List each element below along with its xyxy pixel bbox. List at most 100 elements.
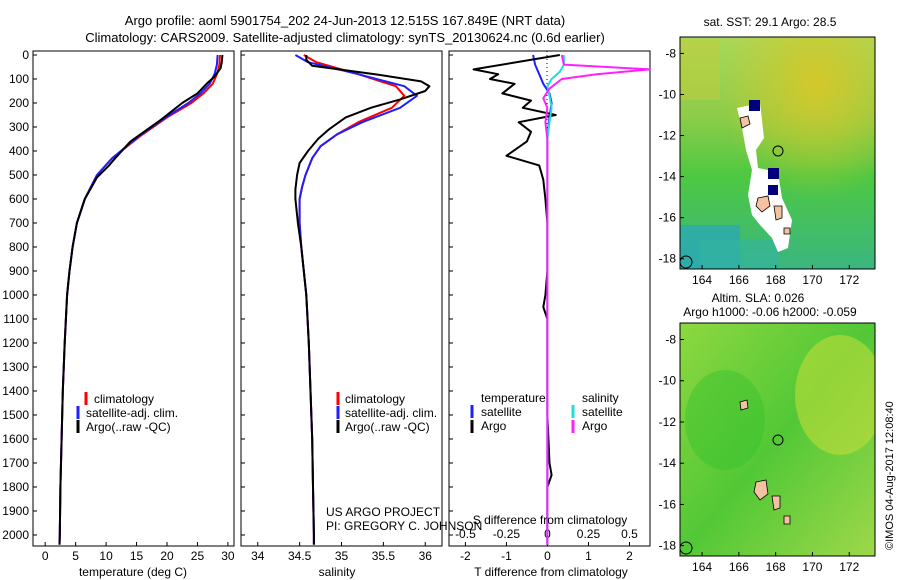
map-y-tick-label: -16 xyxy=(659,211,677,225)
depth-tick-label: 1400 xyxy=(2,384,29,398)
depth-tick-label: 1900 xyxy=(2,504,29,518)
sla-map-frame xyxy=(679,322,876,557)
depth-axis: 0 100 200 300 400 500 600 700 800 900 1000 1100 1200… xyxy=(2,48,453,542)
legend-label-argo: Argo(..raw -QC) xyxy=(86,420,171,434)
x-tick-label-s: 0.25 xyxy=(577,527,601,541)
depth-tick-label: 900 xyxy=(9,264,29,278)
legend-label-climatology: climatology xyxy=(345,392,405,406)
island xyxy=(783,227,791,235)
legend-label-argo: Argo(..raw -QC) xyxy=(345,420,430,434)
legend-label-s-argo: Argo xyxy=(582,419,608,433)
x-tick-label: 2 xyxy=(626,549,633,563)
series-line-salinity-argo xyxy=(542,54,651,545)
map-x-tick-label: 166 xyxy=(729,560,749,574)
sla-high-patch xyxy=(795,335,875,455)
temperature-x-ticks: 0 5 10 15 20 25 30 xyxy=(42,542,235,563)
depth-tick-label: 1600 xyxy=(2,432,29,446)
island xyxy=(739,399,749,411)
x-tick-label: 1 xyxy=(585,549,592,563)
legend-label-t-satellite: satellite xyxy=(481,405,522,419)
sla-map-ticks: 164 166 168 170 172 -8 -10 -12 -14 -16 -18 xyxy=(659,332,860,574)
legend-label-satellite-adj: satellite-adj. clim. xyxy=(86,406,178,420)
sst-cool-south xyxy=(700,240,780,269)
legend-label-s-satellite: satellite xyxy=(582,405,623,419)
x-tick-label-s: -0.25 xyxy=(493,527,521,541)
map-x-tick-label: 168 xyxy=(766,273,786,287)
series-line-climatology xyxy=(58,54,221,545)
temperature-panel-frame xyxy=(32,50,235,547)
depth-tick-label: 100 xyxy=(9,72,29,86)
island xyxy=(773,205,783,221)
pi-label: PI: GREGORY C. JOHNSON xyxy=(326,519,482,533)
sla-map-title-2: Argo h1000: -0.06 h2000: -0.059 xyxy=(683,305,857,319)
x-tick-label-s: -0.5 xyxy=(455,527,476,541)
map-y-tick-label: -18 xyxy=(659,252,677,266)
difference-series xyxy=(472,54,651,545)
island xyxy=(771,495,781,511)
map-x-tick-label: 164 xyxy=(692,560,712,574)
series-line-climatology xyxy=(298,54,406,545)
imos-credit: ©IMOS 04-Aug-2017 12:08:40 xyxy=(884,401,896,550)
sla-corner-ring xyxy=(680,541,693,555)
depth-tick-label: 500 xyxy=(9,168,29,182)
x-tick-label: 15 xyxy=(130,549,144,563)
difference-xlabel-t: T difference from climatology xyxy=(474,565,628,579)
x-tick-label: 36 xyxy=(419,549,433,563)
legend-heading-salinity: salinity xyxy=(582,391,619,405)
x-tick-label: 20 xyxy=(160,549,174,563)
depth-tick-label: 400 xyxy=(9,144,29,158)
series-line-argo-raw-qc xyxy=(294,55,431,545)
sla-map xyxy=(680,323,875,556)
salinity-panel-frame xyxy=(240,50,443,547)
map-y-tick-label: -14 xyxy=(659,456,677,470)
x-tick-label: 0 xyxy=(544,549,551,563)
sst-land-mask-cell xyxy=(749,100,760,111)
temperature-series xyxy=(58,54,224,545)
depth-tick-label: 700 xyxy=(9,216,29,230)
island xyxy=(755,195,771,213)
series-line-satellite-adj-clim xyxy=(58,54,219,545)
map-y-tick-label: -10 xyxy=(659,87,677,101)
x-tick-label: 25 xyxy=(191,549,205,563)
sst-map-ticks: 164 166 168 170 172 -8 -10 -12 -14 -16 -18 xyxy=(659,46,860,287)
temperature-legend: climatology satellite-adj. clim. Argo(..… xyxy=(76,392,178,434)
map-x-tick-label: 170 xyxy=(802,560,822,574)
map-x-tick-label: 172 xyxy=(839,273,859,287)
x-tick-label: 30 xyxy=(221,549,235,563)
depth-tick-label: 2000 xyxy=(2,528,29,542)
temperature-xlabel: temperature (deg C) xyxy=(79,565,187,579)
sst-float-marker xyxy=(772,145,784,157)
sst-map xyxy=(680,37,875,269)
map-y-tick-label: -8 xyxy=(665,332,676,346)
map-y-tick-label: -16 xyxy=(659,497,677,511)
x-tick-label: 5 xyxy=(72,549,79,563)
map-y-tick-label: -18 xyxy=(659,539,677,553)
salinity-series xyxy=(294,54,431,545)
difference-xlabel-s: S difference from climatology xyxy=(473,513,628,527)
x-tick-label: 10 xyxy=(99,549,113,563)
sst-map-frame xyxy=(679,36,876,270)
depth-tick-label: 800 xyxy=(9,240,29,254)
x-tick-label: 35 xyxy=(335,549,349,563)
x-tick-label: 34.5 xyxy=(288,549,312,563)
map-x-tick-label: 172 xyxy=(839,560,859,574)
depth-tick-label: 200 xyxy=(9,96,29,110)
salinity-x-ticks: 34 34.5 35 35.5 36 xyxy=(251,542,432,563)
difference-panel-frame xyxy=(448,50,651,547)
legend-label-climatology: climatology xyxy=(94,392,154,406)
series-line-salinity-satellite xyxy=(546,55,565,545)
sla-low-patch xyxy=(685,370,765,470)
x-tick-label-s: 0.5 xyxy=(621,527,638,541)
project-label: US ARGO PROJECT xyxy=(326,505,441,519)
sst-corner-ring xyxy=(680,255,693,269)
sst-warm-west xyxy=(680,40,720,100)
series-line-argo-raw-qc xyxy=(58,54,224,545)
x-tick-label: 34 xyxy=(251,549,265,563)
island xyxy=(783,515,791,525)
map-x-tick-label: 166 xyxy=(729,273,749,287)
depth-tick-label: 1300 xyxy=(2,360,29,374)
x-tick-label: 0 xyxy=(42,549,49,563)
depth-tick-label: 1100 xyxy=(3,312,29,326)
difference-legend: temperature satellite Argo salinity sate… xyxy=(470,391,623,433)
